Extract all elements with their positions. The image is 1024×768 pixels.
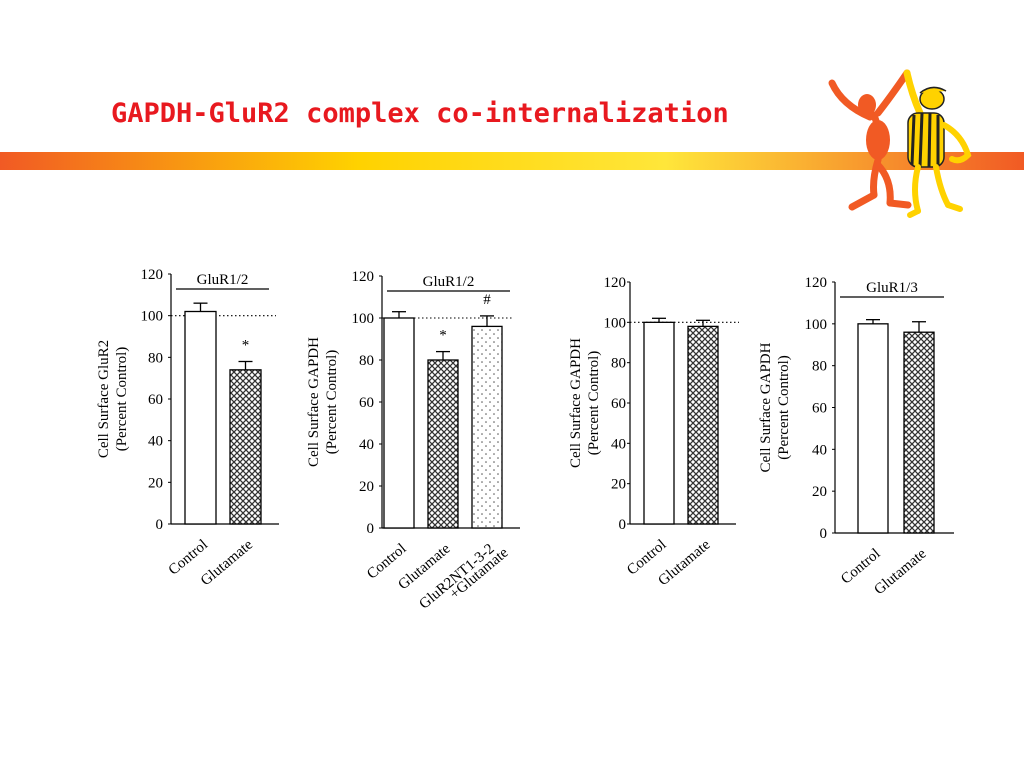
y-tick-label: 100 bbox=[141, 309, 164, 325]
y-tick-label: 20 bbox=[812, 484, 827, 500]
significance-marker: * bbox=[242, 338, 250, 354]
y-axis-label: Cell Surface GAPDH bbox=[568, 338, 584, 468]
bar bbox=[643, 321, 675, 525]
y-tick-label: 60 bbox=[359, 395, 374, 411]
chart-gapdh-surface-gluR12: 0 20 40 60 80 100 120 Cell Surface GAPDH (Percen… bbox=[306, 269, 520, 613]
y-axis-label: (Percent Control) bbox=[776, 355, 792, 460]
y-axis-label: Cell Surface GAPDH bbox=[758, 342, 774, 472]
y-tick-label: 120 bbox=[604, 275, 627, 291]
bar bbox=[471, 325, 503, 529]
chart-gapdh-surface: 0 20 40 60 80 100 120 Cell Surface GAPDH (Percen… bbox=[568, 275, 739, 589]
slide-title: GAPDH-GluR2 complex co-internalization bbox=[111, 98, 729, 129]
y-tick-label: 0 bbox=[367, 521, 375, 537]
y-tick-label: 40 bbox=[812, 442, 827, 458]
y-tick-label: 20 bbox=[148, 475, 163, 491]
y-tick-label: 60 bbox=[611, 396, 626, 412]
y-tick-label: 0 bbox=[820, 526, 828, 542]
y-tick-label: 120 bbox=[352, 269, 375, 285]
bar bbox=[184, 310, 217, 525]
y-tick-label: 40 bbox=[359, 437, 374, 453]
y-tick-label: 100 bbox=[805, 317, 828, 333]
y-tick-label: 120 bbox=[805, 275, 828, 291]
bar bbox=[229, 369, 262, 525]
group-label: GluR1/2 bbox=[423, 274, 475, 290]
category-label: Glutamate bbox=[871, 546, 929, 599]
yellow-figure-icon bbox=[903, 69, 972, 218]
group-label: GluR1/3 bbox=[866, 280, 918, 296]
y-axis-label: (Percent Control) bbox=[586, 351, 602, 456]
bar bbox=[903, 331, 935, 534]
y-tick-label: 20 bbox=[611, 477, 626, 493]
chart-gapdh-surface-gluR13: 0 20 40 60 80 100 120 Cell Surface GAPDH (Percen… bbox=[758, 275, 954, 598]
bar bbox=[383, 317, 415, 529]
y-tick-label: 60 bbox=[148, 392, 163, 408]
y-axis-label: (Percent Control) bbox=[114, 347, 130, 452]
cartoon-figures-logo bbox=[828, 69, 972, 218]
y-tick-label: 100 bbox=[604, 315, 627, 331]
y-tick-label: 20 bbox=[359, 479, 374, 495]
y-axis-label: Cell Surface GAPDH bbox=[306, 337, 322, 467]
y-tick-label: 80 bbox=[611, 356, 626, 372]
y-tick-label: 40 bbox=[148, 434, 163, 450]
y-tick-label: 40 bbox=[611, 436, 626, 452]
y-axis-label: (Percent Control) bbox=[324, 350, 340, 455]
significance-marker: * bbox=[439, 328, 447, 344]
bar bbox=[687, 325, 719, 525]
y-tick-label: 0 bbox=[156, 517, 164, 533]
y-tick-label: 120 bbox=[141, 267, 164, 283]
y-axis-label: Cell Surface GluR2 bbox=[96, 340, 112, 458]
title-band bbox=[0, 152, 1024, 170]
group-label: GluR1/2 bbox=[197, 272, 249, 288]
bar bbox=[427, 359, 459, 529]
significance-marker: # bbox=[483, 292, 491, 308]
y-tick-label: 80 bbox=[148, 350, 163, 366]
y-tick-label: 100 bbox=[352, 311, 375, 327]
y-tick-label: 60 bbox=[812, 401, 827, 417]
y-tick-label: 0 bbox=[619, 517, 627, 533]
y-tick-label: 80 bbox=[812, 359, 827, 375]
bar bbox=[857, 323, 889, 534]
chart-gluR2-surface: 0 20 40 60 80 100 120 Cell Surface GluR2 (Percen… bbox=[96, 267, 279, 589]
y-tick-label: 80 bbox=[359, 353, 374, 369]
